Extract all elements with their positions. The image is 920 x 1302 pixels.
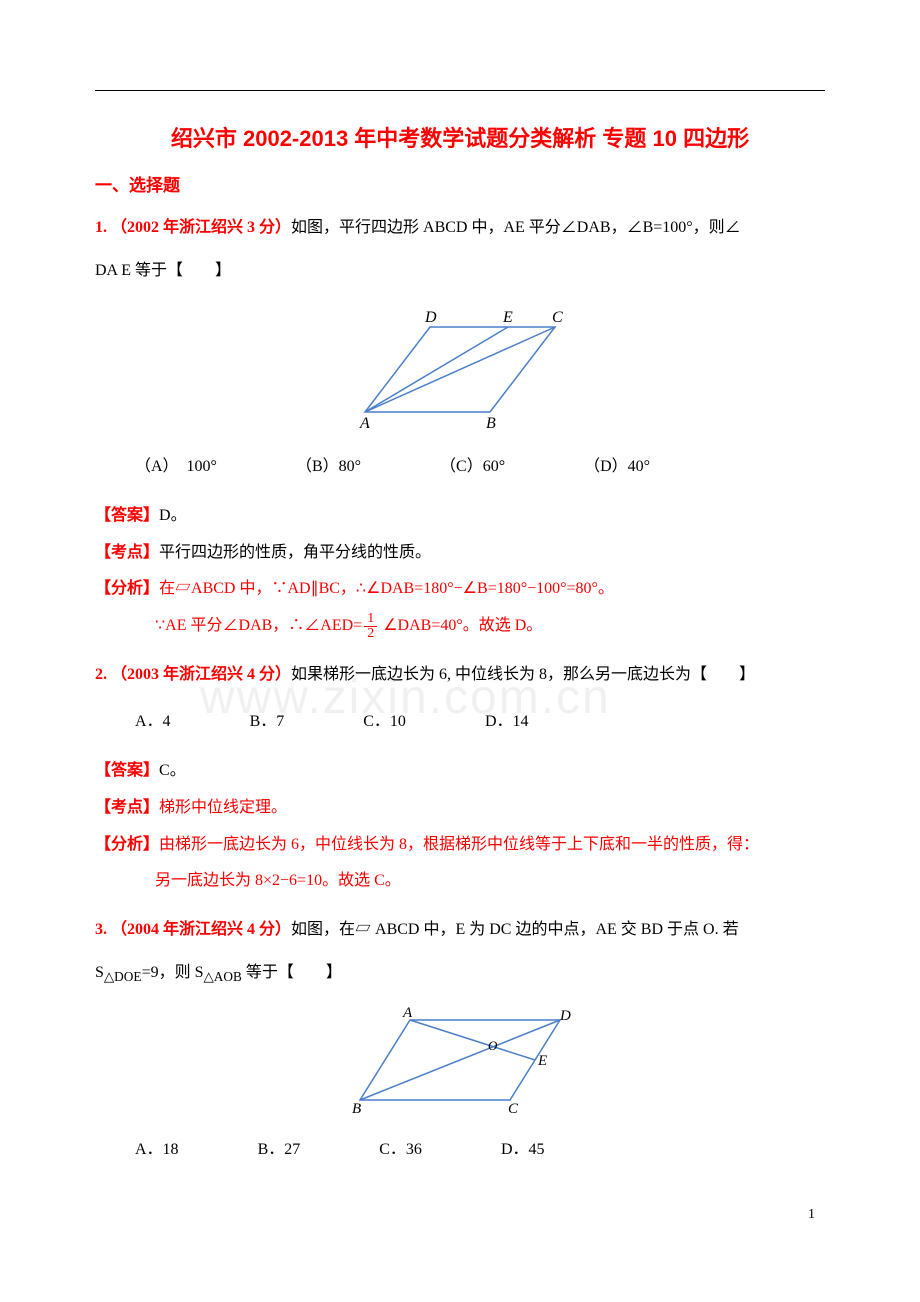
- q1-kaodian: 【考点】平行四边形的性质，角平分线的性质。: [95, 535, 825, 572]
- q2-opt-d: D．14: [485, 704, 529, 739]
- q2-fenxi-a-text: 由梯形一底边长为 6，中位线长为 8，根据梯形中位线等于上下底和一半的性质，得：: [159, 836, 759, 853]
- q3-s-post: 等于【 】: [242, 964, 342, 981]
- q1-fenxi-b: ∵AE 平分∠DAB，∴∠AED=12 ∠DAB=40°。故选 D。: [95, 608, 825, 645]
- q1-stem: 1. （2002 年浙江绍兴 3 分）如图，平行四边形 ABCD 中，AE 平分…: [95, 210, 825, 247]
- q3-stem-a: 如图，在▱ ABCD 中，E 为 DC 边的中点，AE 交 BD 于点 O. 若: [291, 921, 739, 938]
- q3-opt-b: B．27: [258, 1132, 301, 1167]
- q2-stem: 2. （2003 年浙江绍兴 4 分）如果梯形一底边长为 6, 中位线长为 8，…: [95, 657, 825, 694]
- q1-fenxi-a: 【分析】在▱ABCD 中，∵AD∥BC，∴∠DAB=180°−∠B=180°−1…: [95, 571, 825, 608]
- svg-text:C: C: [508, 1101, 519, 1115]
- svg-text:C: C: [552, 309, 563, 326]
- q2-opt-c: C．10: [363, 704, 406, 739]
- svg-text:B: B: [352, 1101, 361, 1115]
- section-heading: 一、选择题: [95, 171, 825, 196]
- q2-fenxi-a: 【分析】由梯形一底边长为 6，中位线长为 8，根据梯形中位线等于上下底和一半的性…: [95, 827, 825, 864]
- q1-answer: 【答案】D。: [95, 498, 825, 535]
- svg-text:D: D: [424, 309, 437, 326]
- q1-opt-c: （C）60°: [440, 449, 505, 484]
- q3-s-mid: =9，则 S: [142, 964, 204, 981]
- q3-sub2: △AOB: [204, 969, 242, 984]
- fenxi-label-2: 【分析】: [95, 836, 159, 853]
- q3-sub1: △DOE: [104, 969, 142, 984]
- svg-text:E: E: [537, 1053, 547, 1069]
- q1-opt-d: （D）40°: [584, 449, 650, 484]
- q1-options: （A） 100° （B）80° （C）60° （D）40°: [135, 449, 825, 484]
- q1-stem-a: 如图，平行四边形 ABCD 中，AE 平分∠DAB，∠B=100°，则∠: [291, 219, 741, 236]
- svg-text:A: A: [402, 1005, 413, 1021]
- q2-stem-text: 如果梯形一底边长为 6, 中位线长为 8，那么另一底边长为【 】: [291, 666, 755, 683]
- q3-opt-d: D．45: [501, 1132, 545, 1167]
- q1-answer-text: D。: [159, 507, 187, 524]
- q1-stem-b: DA E 等于【 】: [95, 253, 825, 290]
- q2-answer-text: C。: [159, 762, 186, 779]
- q1-figure: A B C D E: [95, 302, 825, 437]
- answer-label: 【答案】: [95, 507, 159, 524]
- q1-opt-b: （B）80°: [296, 449, 361, 484]
- kaodian-label: 【考点】: [95, 544, 159, 561]
- svg-text:A: A: [359, 415, 370, 432]
- q3-label: 3. （2004 年浙江绍兴 4 分）: [95, 921, 291, 938]
- q2-label: 2. （2003 年浙江绍兴 4 分）: [95, 666, 291, 683]
- q1-opt-a: （A） 100°: [135, 449, 217, 484]
- fenxi-label: 【分析】: [95, 580, 159, 597]
- answer-label-2: 【答案】: [95, 762, 159, 779]
- page-number: 1: [95, 1207, 825, 1223]
- q2-fenxi-b: 另一底边长为 8×2−6=10。故选 C。: [95, 863, 825, 900]
- q3-stem-b: S△DOE=9，则 S△AOB 等于【 】: [95, 955, 825, 993]
- q1-label: 1. （2002 年浙江绍兴 3 分）: [95, 219, 291, 236]
- q1-kaodian-text: 平行四边形的性质，角平分线的性质。: [159, 544, 431, 561]
- svg-text:E: E: [502, 309, 513, 326]
- q3-opt-a: A．18: [135, 1132, 179, 1167]
- top-rule: [95, 90, 825, 91]
- q1-fenxi-b-pre: ∵AE 平分∠DAB，∴∠AED=: [155, 617, 362, 634]
- svg-text:D: D: [559, 1008, 571, 1024]
- kaodian-label-2: 【考点】: [95, 799, 159, 816]
- q3-parallelogram-icon: A B C D E O: [330, 1005, 590, 1115]
- q3-s-pre: S: [95, 964, 104, 981]
- q3-options: A．18 B．27 C．36 D．45: [135, 1132, 825, 1167]
- q2-opt-a: A．4: [135, 704, 171, 739]
- q2-opt-b: B．7: [250, 704, 285, 739]
- q2-answer: 【答案】C。: [95, 753, 825, 790]
- q3-opt-c: C．36: [379, 1132, 422, 1167]
- svg-text:O: O: [488, 1038, 498, 1053]
- fraction-icon: 12: [364, 612, 377, 641]
- q1-parallelogram-icon: A B C D E: [330, 302, 590, 432]
- q3-figure: A B C D E O: [95, 1005, 825, 1120]
- q2-kaodian-text: 梯形中位线定理。: [159, 799, 287, 816]
- q2-kaodian: 【考点】梯形中位线定理。: [95, 790, 825, 827]
- q3-stem: 3. （2004 年浙江绍兴 4 分）如图，在▱ ABCD 中，E 为 DC 边…: [95, 912, 825, 949]
- q2-options: A．4 B．7 C．10 D．14: [135, 704, 825, 739]
- doc-title: 绍兴市 2002-2013 年中考数学试题分类解析 专题 10 四边形: [95, 121, 825, 153]
- q1-fenxi-a-text: 在▱ABCD 中，∵AD∥BC，∴∠DAB=180°−∠B=180°−100°=…: [159, 580, 614, 597]
- svg-text:B: B: [486, 415, 496, 432]
- q1-fenxi-b-post: ∠DAB=40°。故选 D。: [379, 617, 542, 634]
